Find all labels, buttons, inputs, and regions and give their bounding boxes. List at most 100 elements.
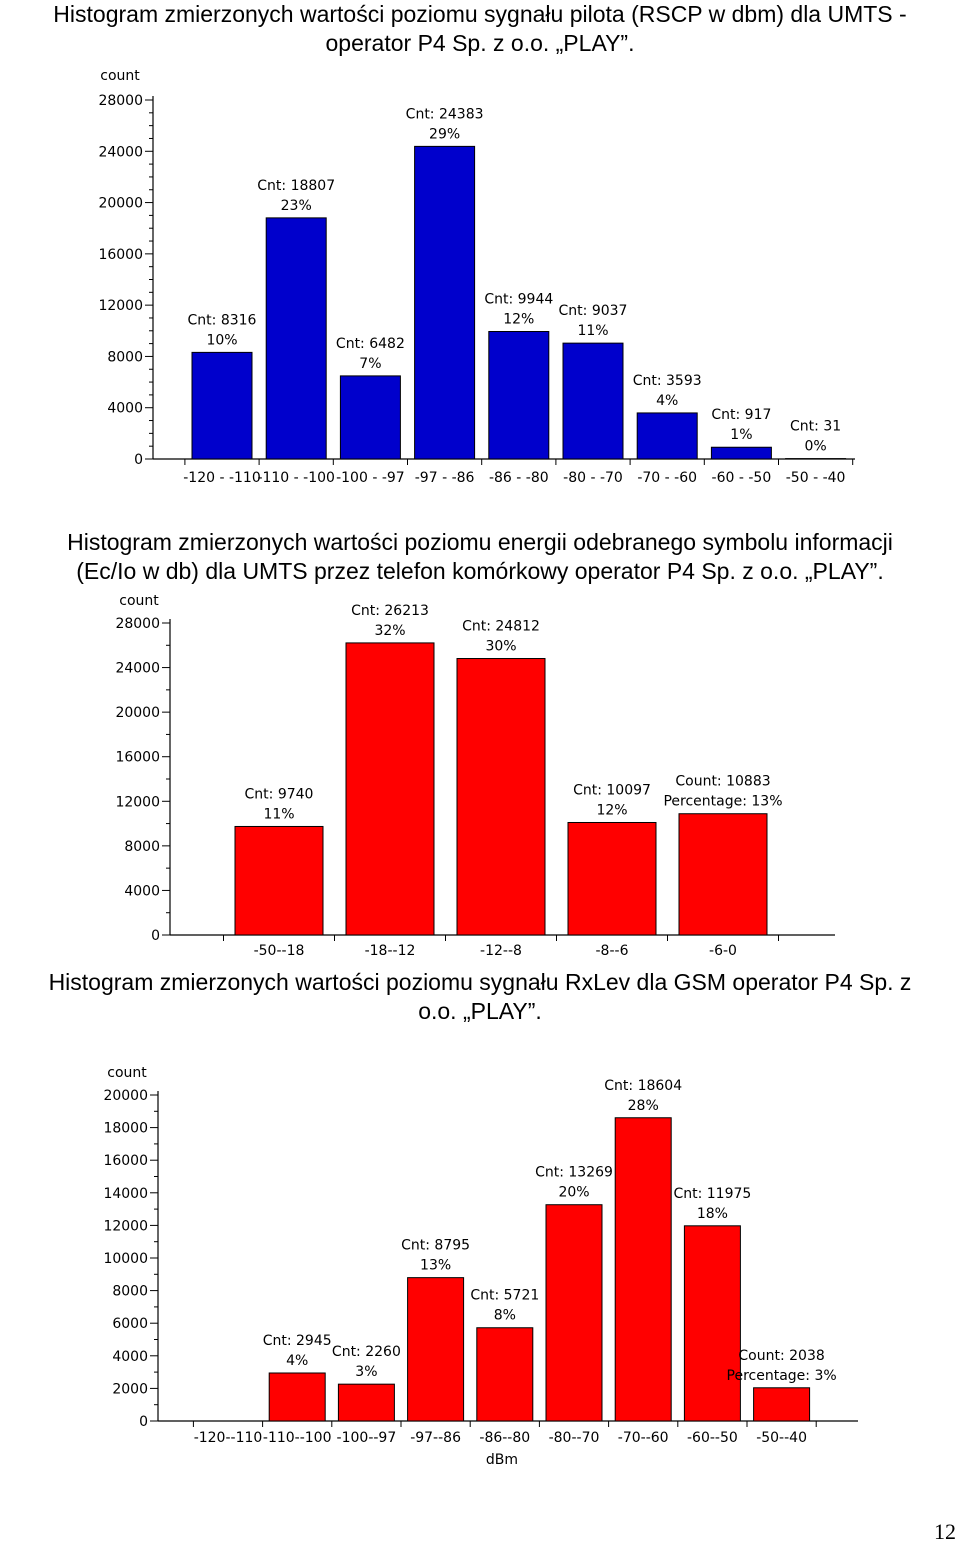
bar: [265, 217, 327, 460]
x-tick-label: -8--6: [596, 943, 629, 959]
bar-percent-label: Percentage: 3%: [727, 1368, 837, 1384]
y-tick-label: 0: [151, 928, 160, 944]
page-number: 12: [934, 1519, 956, 1544]
bar: [488, 331, 550, 460]
bar-count-label: Cnt: 18604: [604, 1078, 682, 1094]
bar-percent-label: 20%: [558, 1185, 589, 1201]
bar: [339, 375, 401, 460]
bar-count-label: Cnt: 18807: [257, 178, 335, 194]
x-tick-label: -60 - -50: [712, 470, 772, 486]
chart-1-caption-line-1: Histogram zmierzonych wartości poziomu s…: [53, 1, 907, 27]
y-tick-label: 4000: [107, 401, 143, 417]
y-tick-label: 8000: [124, 839, 160, 855]
y-tick-label: 20000: [98, 196, 143, 212]
y-tick-label: 2000: [112, 1381, 148, 1397]
y-tick-label: 16000: [98, 247, 143, 263]
rscp-histogram-chart: count 0 4000 8000 12000 16000 20000 24000 28000 -…: [98, 68, 855, 486]
bar: [456, 658, 546, 936]
bar-count-label: Cnt: 9037: [559, 303, 628, 319]
bar-percent-label: 11%: [263, 806, 294, 822]
bar-percent-label: 29%: [429, 126, 460, 142]
bar-count-label: Cnt: 24812: [462, 619, 540, 635]
bar: [567, 821, 657, 936]
y-tick-label: 12000: [98, 298, 143, 314]
x-tick-label: -6-0: [709, 943, 737, 959]
bar-percent-label: 12%: [503, 312, 534, 328]
bar-percent-label: 3%: [355, 1364, 377, 1380]
y-tick-label: 8000: [107, 349, 143, 365]
chart-3-caption-line-1: Histogram zmierzonych wartości poziomu s…: [48, 969, 912, 995]
y-tick-label: 4000: [124, 883, 160, 899]
y-tick-label: 0: [139, 1414, 148, 1430]
y-axis-label: count: [100, 68, 140, 84]
bar-count-label: Cnt: 8795: [401, 1238, 470, 1254]
bar-count-label: Cnt: 9944: [484, 292, 553, 308]
x-tick-label: -50--40: [756, 1430, 807, 1446]
bar: [683, 1225, 741, 1422]
bar: [614, 1117, 672, 1422]
x-tick-label: -80 - -70: [563, 470, 623, 486]
x-tick-label: -70 - -60: [637, 470, 697, 486]
bar-percent-label: 0%: [804, 439, 826, 455]
bar-percent-label: 18%: [697, 1206, 728, 1222]
y-axis-label: count: [107, 1065, 147, 1081]
y-tick-label: 12000: [115, 794, 160, 810]
y-tick-label: 14000: [103, 1186, 148, 1202]
bar-percent-label: 4%: [656, 393, 678, 409]
bar: [191, 351, 253, 460]
bar-count-label: Cnt: 13269: [535, 1165, 613, 1181]
ecio-histogram-chart: count 0 4000 8000 12000 16000 20000 24000 28000 -…: [115, 593, 835, 959]
x-tick-label: -120--110: [194, 1430, 263, 1446]
y-tick-label: 28000: [98, 93, 143, 109]
y-tick-label: 16000: [103, 1153, 148, 1169]
x-tick-label: -12--8: [480, 943, 522, 959]
bar-count-label: Cnt: 5721: [470, 1288, 539, 1304]
bar-count-label: Cnt: 31: [790, 419, 841, 435]
chart-3-caption-line-2: o.o. „PLAY”.: [418, 998, 542, 1024]
bar-count-label: Cnt: 26213: [351, 603, 429, 619]
x-tick-label: -97--86: [410, 1430, 461, 1446]
x-tick-label: -50--18: [254, 943, 305, 959]
y-tick-label: 20000: [103, 1088, 148, 1104]
bar-count-label: Cnt: 11975: [673, 1186, 751, 1202]
y-tick-label: 12000: [103, 1218, 148, 1234]
bar-percent-label: Percentage: 13%: [663, 794, 782, 810]
bar-percent-label: 23%: [281, 198, 312, 214]
bar-count-label: Cnt: 2945: [263, 1333, 332, 1349]
bar-percent-label: 30%: [485, 639, 516, 655]
x-tick-label: -110--100: [263, 1430, 332, 1446]
chart-1-caption: Histogram zmierzonych wartości poziomu s…: [0, 0, 960, 58]
chart-1-caption-line-2: operator P4 Sp. z o.o. „PLAY”.: [325, 30, 635, 56]
bar-percent-label: 32%: [374, 623, 405, 639]
bar-percent-label: 7%: [359, 356, 381, 372]
y-tick-label: 10000: [103, 1251, 148, 1267]
bar-percent-label: 11%: [577, 323, 608, 339]
x-tick-label: -18--12: [365, 943, 416, 959]
bar-count-label: Count: 10883: [675, 774, 770, 790]
bar: [234, 825, 324, 936]
bar-count-label: Cnt: 6482: [336, 336, 405, 352]
bar-percent-label: 4%: [286, 1353, 308, 1369]
bar: [710, 446, 772, 460]
bar: [345, 642, 435, 936]
x-tick-label: -86--80: [479, 1430, 530, 1446]
y-tick-label: 4000: [112, 1349, 148, 1365]
bar: [678, 813, 768, 936]
y-tick-label: 24000: [98, 144, 143, 160]
bar-percent-label: 1%: [730, 427, 752, 443]
bar: [407, 1277, 465, 1422]
x-tick-label: -100--97: [337, 1430, 397, 1446]
x-tick-label: -86 - -80: [489, 470, 549, 486]
x-tick-label: -110 - -100: [257, 470, 335, 486]
y-axis-label: count: [119, 593, 159, 609]
bar-count-label: Cnt: 2260: [332, 1344, 401, 1360]
bar-percent-label: 10%: [206, 332, 237, 348]
y-tick-label: 28000: [115, 616, 160, 632]
bar-percent-label: 8%: [494, 1308, 516, 1324]
bar-count-label: Cnt: 917: [711, 407, 771, 423]
bar-percent-label: 13%: [420, 1258, 451, 1274]
bar: [268, 1372, 326, 1422]
rxlev-histogram-chart: count 0 2000 4000 6000 8000 10000 12000 14000 160…: [103, 1065, 858, 1468]
x-tick-label: -100 - -97: [336, 470, 405, 486]
y-tick-label: 0: [134, 452, 143, 468]
